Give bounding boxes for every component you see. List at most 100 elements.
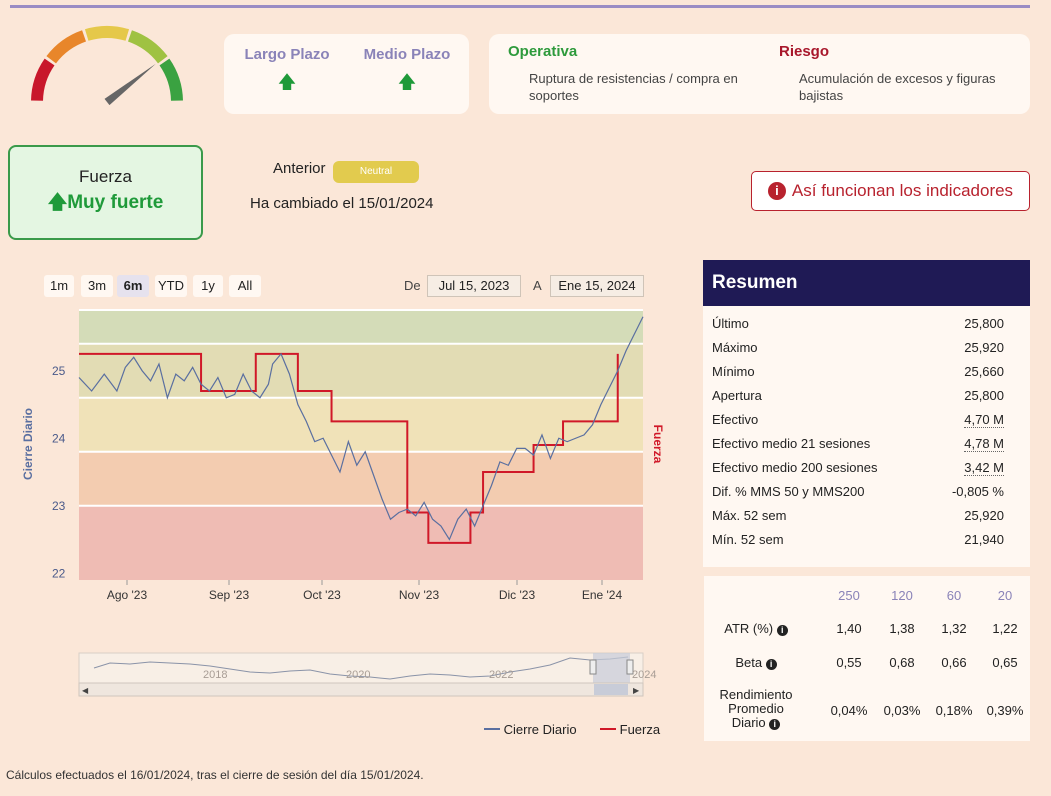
navigator-label: 2022 [489, 669, 513, 681]
atr-value: 1,22 [992, 621, 1018, 636]
summary-panel: Resumen Último 25,800 Máximo 25,920 Mínimo 25… [703, 260, 1030, 567]
beta-value: 0,68 [889, 655, 915, 670]
navigator-handle-left[interactable] [589, 659, 597, 675]
footer-note: Cálculos efectuados el 16/01/2024, tras … [6, 768, 424, 782]
legend-cierre[interactable]: Cierre Diario [484, 722, 577, 737]
date-from-input[interactable]: Jul 15, 2023 [427, 275, 521, 297]
operativa-text: Ruptura de resistencias / compra en sopo… [529, 71, 738, 103]
rend-label-row: Rendimiento Promedio Diario i [706, 688, 806, 730]
beta-value: 0,55 [836, 655, 862, 670]
range-button-3m[interactable]: 3m [81, 275, 113, 297]
scrollbar-left-arrow-icon[interactable]: ◀ [82, 686, 89, 695]
summary-row-value: 25,920 [964, 508, 1004, 523]
range-button-ytd[interactable]: YTD [155, 275, 187, 297]
summary-row: Apertura 25,800 [712, 388, 1004, 403]
summary-row-value[interactable]: 4,78 M [964, 436, 1004, 452]
beta-value: 0,65 [992, 655, 1018, 670]
summary-row: Último 25,800 [712, 316, 1004, 331]
info-icon[interactable]: i [765, 659, 777, 670]
gauge-segment [46, 30, 87, 64]
summary-row-label: Mín. 52 sem [712, 532, 784, 547]
rend-label-1: Rendimiento [719, 687, 793, 702]
riesgo-text: Acumulación de excesos y figuras bajista… [799, 71, 996, 103]
stats-header: 120 [891, 588, 913, 603]
rend-label-3: Diario [731, 715, 766, 730]
how-indicators-label: Así funcionan los indicadores [791, 181, 1014, 200]
fuerza-box: Fuerza 🡅Muy fuerte [8, 145, 203, 240]
range-button-1m[interactable]: 1m [44, 275, 74, 297]
range-button-6m[interactable]: 6m [117, 275, 149, 297]
legend-fuerza[interactable]: Fuerza [600, 722, 660, 737]
navigator-handle-right[interactable] [626, 659, 634, 675]
arrow-up-icon: 🡅 [397, 72, 417, 92]
operativa-title: Operativa [508, 43, 578, 60]
summary-row-label: Mínimo [712, 364, 755, 379]
summary-row-label: Máx. 52 sem [712, 508, 787, 523]
summary-title: Resumen [703, 260, 1030, 306]
largo-plazo: Largo Plazo 🡅 [232, 46, 342, 91]
summary-row: Máximo 25,920 [712, 340, 1004, 355]
atr-value: 1,32 [941, 621, 967, 636]
how-indicators-button[interactable]: i Así funcionan los indicadores [751, 171, 1030, 211]
legend-swatch-fuerza [600, 728, 616, 730]
summary-row-label: Efectivo medio 21 sesiones [712, 436, 871, 451]
navigator-scrollbar[interactable] [78, 682, 644, 697]
gauge-needle [104, 63, 156, 106]
y-tick-label: 22 [52, 566, 66, 580]
date-to-input[interactable]: Ene 15, 2024 [550, 275, 644, 297]
summary-row-value: 25,800 [964, 388, 1004, 403]
rend-value: 0,04% [830, 703, 868, 718]
info-icon: i [767, 182, 786, 200]
fuerza-gauge [31, 26, 183, 106]
rend-value: 0,39% [986, 703, 1024, 718]
beta-label-row: Beta i [706, 655, 806, 670]
navigator-label: 2024 [632, 669, 656, 681]
summary-row-label: Último [712, 316, 749, 331]
price-chart: 22 23 24 25 Ago '23 Sep '23 Oct '23 Nov '23 Dic… [21, 309, 665, 697]
summary-row-value[interactable]: 3,42 M [964, 460, 1004, 476]
info-icon[interactable]: i [769, 719, 781, 730]
summary-row: Mínimo 25,660 [712, 364, 1004, 379]
scrollbar-thumb[interactable] [594, 684, 628, 695]
scrollbar-right-arrow-icon[interactable]: ▶ [633, 686, 640, 695]
x-tick-label: Nov '23 [399, 588, 440, 602]
summary-row: Máx. 52 sem 25,920 [712, 508, 1004, 523]
summary-row-label: Efectivo medio 200 sesiones [712, 460, 878, 475]
x-tick-label: Oct '23 [303, 588, 341, 602]
gauge-segment [84, 26, 130, 41]
anterior-label: Anterior [273, 160, 326, 177]
range-button-all[interactable]: All [229, 275, 261, 297]
medio-plazo: Medio Plazo 🡅 [352, 46, 462, 91]
x-tick-label: Sep '23 [209, 588, 250, 602]
x-tick-label: Ago '23 [107, 588, 148, 602]
navigator-label: 2020 [346, 669, 370, 681]
arrow-up-icon: 🡅 [47, 192, 68, 213]
operativa-riesgo-card: Operativa Ruptura de resistencias / comp… [489, 34, 1030, 114]
stats-header: 20 [997, 588, 1013, 603]
summary-row-label: Efectivo [712, 412, 759, 427]
range-navigator[interactable]: 2018 2020 2022 2024 ◀ ▶ [78, 652, 656, 697]
summary-row: Dif. % MMS 50 y MMS200 -0,805 % [712, 484, 1004, 499]
summary-row-value[interactable]: 4,70 M [964, 412, 1004, 428]
stats-header: 250 [838, 588, 860, 603]
navigator-label: 2018 [203, 669, 227, 681]
info-icon[interactable]: i [776, 625, 788, 636]
beta-value: 0,66 [941, 655, 967, 670]
summary-row-value: -0,805 % [951, 484, 1004, 499]
atr-value: 1,38 [889, 621, 915, 636]
navigator-selection[interactable] [593, 653, 630, 683]
atr-value: 1,40 [836, 621, 862, 636]
y-tick-label: 25 [52, 364, 66, 378]
fuerza-label: Fuerza [79, 167, 132, 186]
summary-row-value: 25,800 [964, 316, 1004, 331]
legend-swatch-cierre [484, 728, 500, 730]
date-from-label: De [404, 278, 421, 293]
stats-panel: 250 120 60 20 ATR (%) i 1,40 1,38 1,32 1… [704, 576, 1030, 741]
legend-fuerza-label: Fuerza [619, 722, 661, 737]
x-tick-label: Ene '24 [582, 588, 623, 602]
beta-label: Beta [735, 655, 763, 670]
range-button-1y[interactable]: 1y [193, 275, 223, 297]
summary-row: Mín. 52 sem 21,940 [712, 532, 1004, 547]
top-accent-bar [10, 5, 1030, 8]
fuerza-series-line [79, 352, 619, 544]
